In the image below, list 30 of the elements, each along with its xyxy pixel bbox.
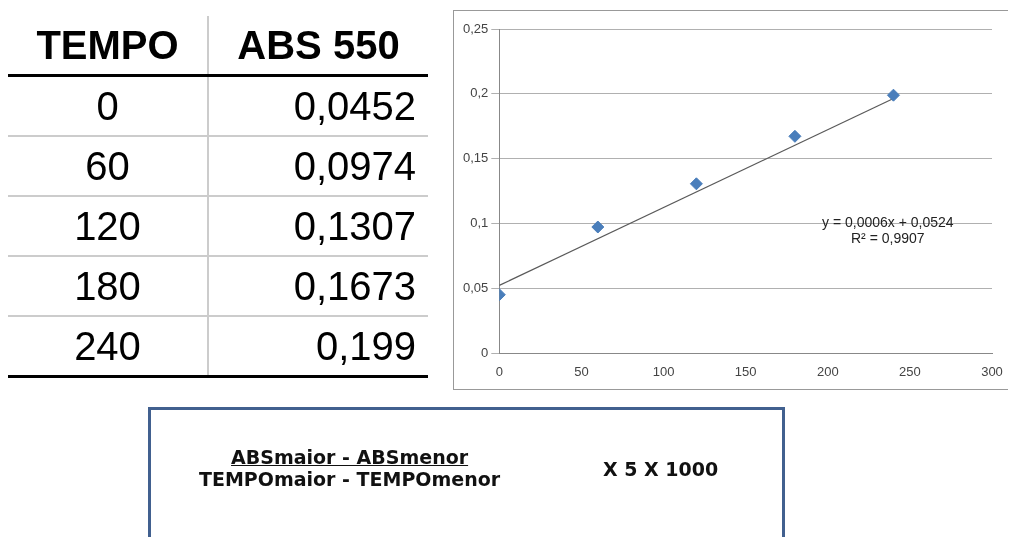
text: 0,199 [208,316,428,377]
text: 0,0452 [208,75,428,136]
text: 0,1307 [208,196,428,256]
text: 60 [8,136,208,196]
x-tick-label: 250 [899,363,921,379]
x-tick-label: 50 [574,363,589,379]
x-tick-label: 150 [734,363,757,379]
text: 0 [8,75,208,136]
text: ABSmaior - ABSmenor [230,446,470,468]
y-tick-label: 0,05 [462,280,489,296]
y-tick-label: 0,1 [470,215,489,231]
annotation: y = 0,0006x + 0,0524 [822,214,954,230]
text: TEMPO [8,16,208,76]
text: TEMPOmaior - TEMPOmenor [199,468,501,490]
text: X 5 X 1000 [603,458,719,480]
text: ABS 550 [208,16,428,76]
x-tick-label: 100 [652,363,675,379]
annotation: R² = 0,9907 [850,230,926,246]
text: 0,0974 [208,136,428,196]
x-tick-label: 300 [981,363,1003,379]
text: 0,1673 [208,256,428,316]
y-tick-label: 0,25 [462,20,489,36]
text: 240 [8,316,208,377]
text: 180 [8,256,208,316]
y-tick-label: 0,2 [470,85,489,101]
y-tick-label: 0,15 [462,150,489,166]
y-tick-label: 0 [481,344,489,360]
text: 120 [8,196,208,256]
x-tick-label: 0 [495,363,503,379]
x-tick-label: 200 [816,363,839,379]
